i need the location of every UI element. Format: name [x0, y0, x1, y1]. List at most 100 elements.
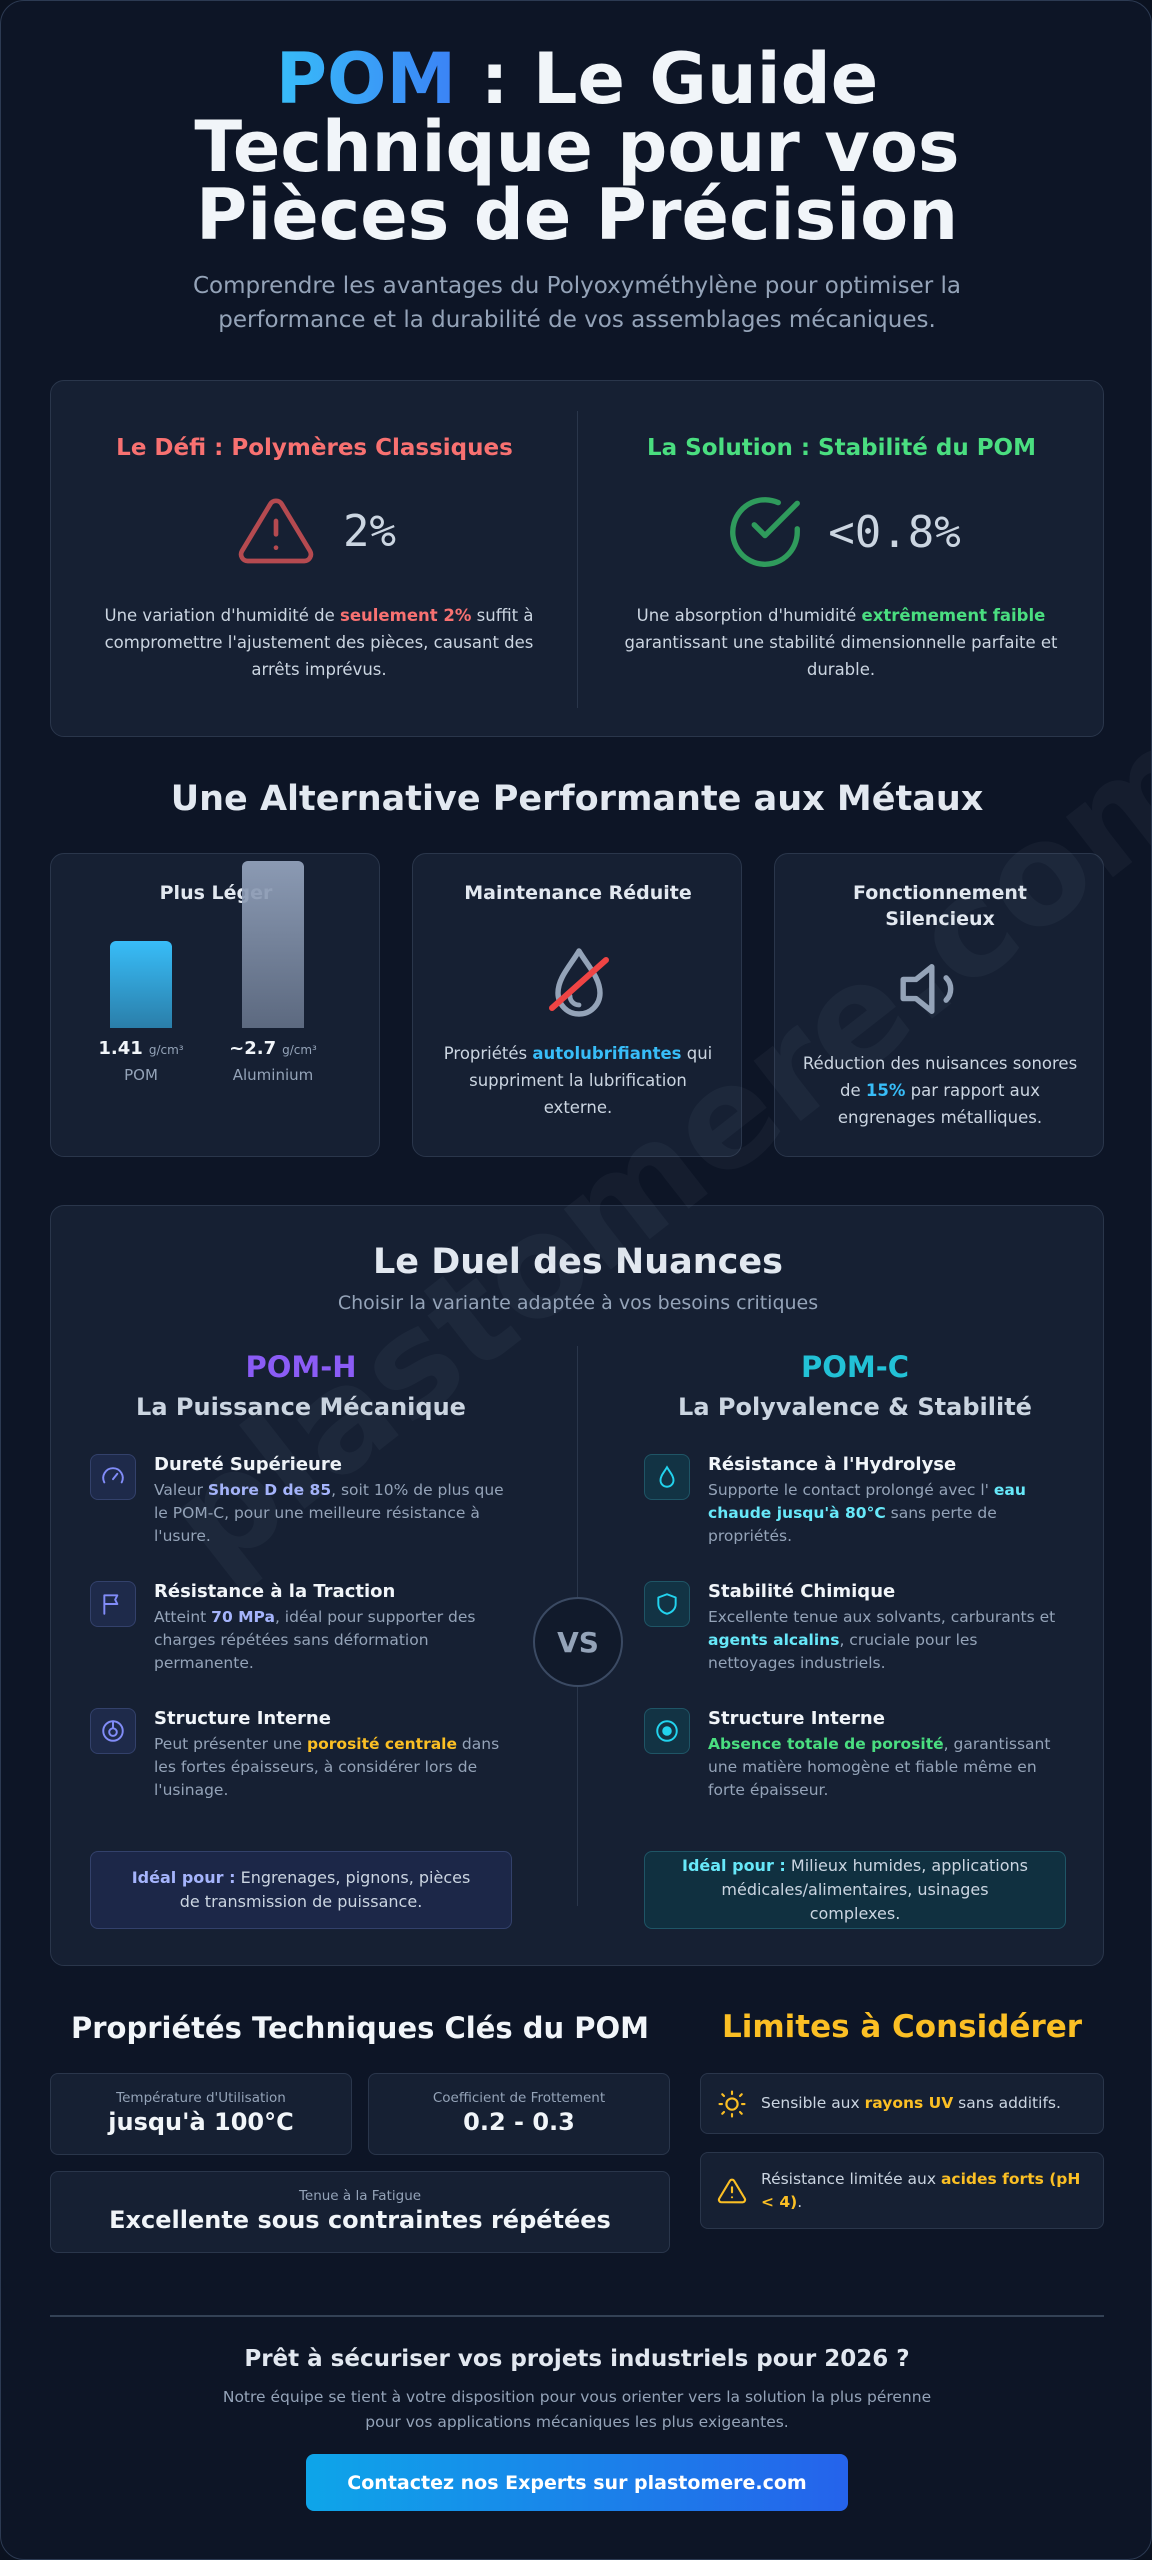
bar-chart: 1.41 g/cm³ POM ~2.7 g/cm³ Aluminium — [51, 854, 381, 1158]
text-segment: par rapport aux engrenages métalliques. — [837, 1081, 1043, 1127]
feature-icon — [644, 1708, 690, 1754]
property-value: 0.2 - 0.3 — [463, 2108, 575, 2136]
problem-stat: 2% — [343, 505, 396, 557]
highlight: agents alcalins — [708, 1631, 840, 1649]
feature-text: Excellente tenue aux solvants, carburant… — [708, 1606, 1068, 1675]
property-card: Coefficient de Frottement 0.2 - 0.3 — [368, 2073, 670, 2155]
icon — [102, 1720, 124, 1742]
problem-title: Le Défi : Polymères Classiques — [116, 435, 513, 461]
bar — [242, 860, 304, 1028]
warning-icon — [238, 498, 314, 564]
text-segment: qui suppriment la lubrification externe. — [469, 1044, 713, 1117]
highlight: 70 MPa — [211, 1608, 275, 1626]
ideal-box: Idéal pour : Milieux humides, applicatio… — [644, 1851, 1066, 1929]
properties-title: Propriétés Techniques Clés du POM — [70, 2011, 649, 2045]
ideal-value: Milieux humides, applications médicales/… — [721, 1856, 1028, 1923]
limit-text: Résistance limitée aux acides forts (pH … — [761, 2168, 1081, 2214]
brand: POM — [275, 38, 457, 120]
bar — [110, 940, 172, 1028]
property-label: Tenue à la Fatigue — [298, 2188, 422, 2204]
drop-icon — [549, 948, 609, 1017]
separator — [50, 2315, 1104, 2317]
unit: g/cm³ — [148, 1043, 184, 1057]
ideal-text: Idéal pour : Milieux humides, applicatio… — [675, 1854, 1035, 1926]
text-segment: Atteint — [154, 1608, 212, 1626]
feature-text: Absence totale de porosité, garantissant… — [708, 1733, 1068, 1802]
icon — [102, 1467, 124, 1484]
value-label: 1.41 — [98, 1038, 143, 1059]
text-segment: sans additifs. — [953, 2094, 1061, 2112]
text-segment: Résistance limitée aux — [761, 2169, 941, 2188]
text-segment: Sensible aux — [761, 2094, 865, 2112]
feature-icon — [90, 1708, 136, 1754]
vs-badge: VS — [533, 1597, 623, 1687]
text-segment: sans perte de propriétés. — [708, 1504, 997, 1545]
solution-text: Une absorption d'humidité extrêmement fa… — [611, 602, 1071, 683]
icon — [659, 1465, 675, 1488]
property-label: Température d'Utilisation — [116, 2090, 286, 2106]
limit-card: Sensible aux rayons UV sans additifs. — [700, 2073, 1104, 2134]
silence-text: Réduction des nuisances sonores de 15% p… — [795, 1050, 1085, 1131]
text-segment: Propriétés — [443, 1044, 533, 1063]
ideal-label: Idéal pour : — [682, 1856, 786, 1875]
feature-title: Résistance à l'Hydrolyse — [708, 1454, 957, 1475]
solution-stat: <0.8% — [828, 506, 961, 558]
variant-subtitle: La Puissance Mécanique — [136, 1393, 466, 1421]
text-segment: , cruciale pour les nettoyages industrie… — [708, 1631, 978, 1672]
bar-name: Aluminium — [232, 1066, 314, 1084]
property-label: Coefficient de Frottement — [432, 2090, 606, 2106]
duel-title: Le Duel des Nuances — [373, 1242, 783, 1282]
problem-stat-row: 2% — [51, 491, 578, 571]
bar-value: 1.41 g/cm³ — [61, 1038, 221, 1059]
title-text: : Le Guide Technique pour vos Pièces de … — [194, 38, 960, 256]
ideal-box: Idéal pour : Engrenages, pignons, pièces… — [90, 1851, 512, 1929]
sun-icon — [718, 2089, 746, 2118]
property-card: Tenue à la Fatigue Excellente sous contr… — [50, 2171, 670, 2253]
text-segment: Supporte le contact prolongé avec l' — [708, 1481, 994, 1499]
text-segment: Valeur — [154, 1481, 208, 1499]
variant-name: POM-H — [245, 1350, 357, 1384]
divider — [577, 411, 578, 708]
feature-title: Résistance à la Traction — [154, 1581, 396, 1602]
ideal-label: Idéal pour : — [131, 1868, 236, 1887]
variant-name: POM-C — [800, 1350, 910, 1384]
subtitle: Comprendre les avantages du Polyoxyméthy… — [192, 273, 961, 333]
feature-title: Dureté Supérieure — [154, 1454, 342, 1475]
cta-button[interactable]: Contactez nos Experts sur plastomere.com — [306, 2454, 848, 2511]
unit: g/cm³ — [282, 1043, 317, 1057]
value-label: ~2.7 — [229, 1038, 277, 1059]
limit-card: Résistance limitée aux acides forts (pH … — [700, 2152, 1104, 2229]
feature-icon — [90, 1454, 136, 1500]
highlight: 15% — [865, 1081, 906, 1100]
feature-icon — [644, 1581, 690, 1627]
cta-text: Notre équipe se tient à votre dispositio… — [222, 2388, 932, 2431]
feature-title: Structure Interne — [708, 1708, 885, 1729]
highlight: Shore D de 85 — [207, 1481, 332, 1499]
alternative-title: Une Alternative Performante aux Métaux — [170, 779, 984, 819]
highlight: extrêmement faible — [861, 606, 1046, 625]
text-segment: dans les fortes épaisseurs, à considérer… — [154, 1735, 500, 1799]
warning-icon — [717, 2178, 747, 2203]
duel-box: Le Duel des Nuances Choisir la variante … — [50, 1205, 1104, 1966]
text-segment: Peut présenter une — [154, 1735, 308, 1753]
check-icon — [730, 497, 801, 567]
feature-title: Structure Interne — [154, 1708, 331, 1729]
duel-subtitle: Choisir la variante adaptée à vos besoin… — [337, 1292, 819, 1314]
text-segment: , garantissant une matière homogène et f… — [708, 1735, 1051, 1799]
highlight: eau chaude jusqu'à 80°C — [708, 1481, 1026, 1522]
text-segment: garantissant une stabilité dimensionnell… — [624, 633, 1058, 679]
text-segment: Excellente tenue aux solvants, carburant… — [708, 1608, 1056, 1626]
challenge-box: Le Défi : Polymères Classiques 2% Une va… — [50, 380, 1104, 737]
solution-stat-row: <0.8% — [578, 489, 1105, 575]
text-segment: , soit 10% de plus que le POM-C, pour un… — [154, 1481, 504, 1545]
text-segment: , idéal pour supporter des charges répét… — [154, 1608, 476, 1672]
weight-card: Plus Léger 1.41 g/cm³ POM ~2.7 g/cm³ Aluminiu… — [50, 853, 380, 1157]
feature-text: Supporte le contact prolongé avec l' eau… — [708, 1479, 1068, 1548]
highlight: seulement 2% — [340, 606, 472, 625]
highlight: rayons UV — [864, 2094, 954, 2112]
problem-text: Une variation d'humidité de seulement 2%… — [99, 602, 539, 683]
feature-text: Valeur Shore D de 85, soit 10% de plus q… — [154, 1479, 510, 1548]
property-value: jusqu'à 100°C — [108, 2108, 294, 2136]
cta-title: Prêt à sécuriser vos projets industriels… — [244, 2346, 910, 2372]
